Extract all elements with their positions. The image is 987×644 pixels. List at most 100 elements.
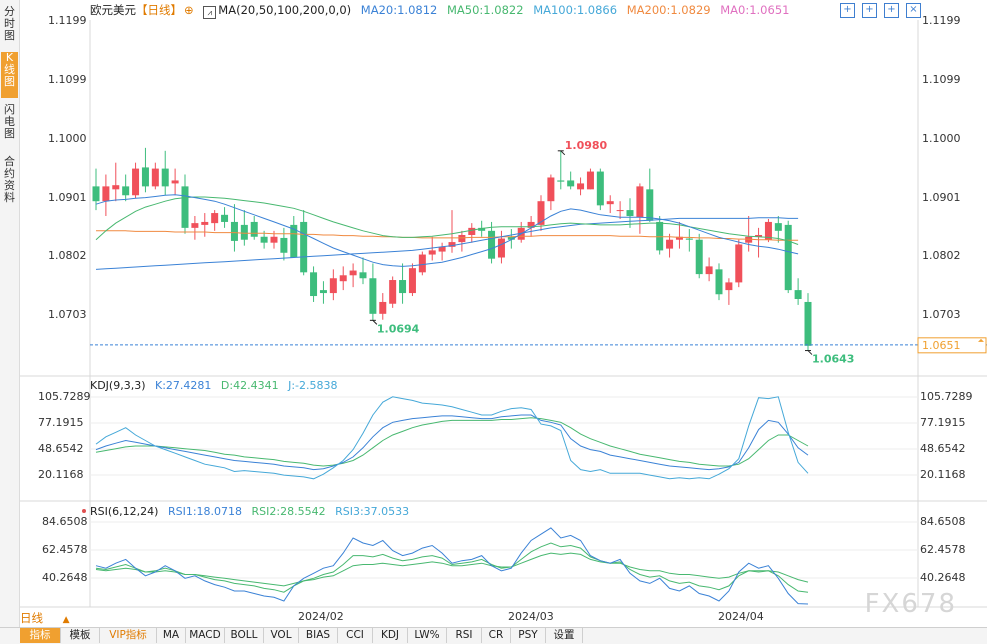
ma100-value: MA100:1.0866 bbox=[533, 3, 618, 17]
candle-body bbox=[92, 186, 100, 202]
candle-body bbox=[804, 301, 812, 346]
expand-icon[interactable]: + bbox=[862, 3, 877, 18]
kdj-label: KDJ(9,3,3) bbox=[90, 379, 146, 392]
tool-ma[interactable]: MA bbox=[157, 628, 186, 643]
candle-body bbox=[389, 280, 397, 304]
rsi-tick-left: 62.4578 bbox=[42, 543, 88, 556]
candle-body bbox=[260, 236, 268, 243]
candle-body bbox=[478, 227, 486, 231]
candle-body bbox=[349, 270, 357, 276]
annotation-marker bbox=[807, 350, 813, 355]
candle-body bbox=[250, 221, 258, 237]
tool-settings[interactable]: 设置 bbox=[546, 628, 583, 643]
chart-header: 欧元美元【日线】 ⊕ ⩘ MA(20,50,100,200,0,0) MA20:1.… bbox=[90, 3, 795, 19]
indicator-toolbar: 指标 模板 VIP指标 MA MACD BOLL VOL BIAS CCI KD… bbox=[0, 627, 987, 644]
watermark: FX678 bbox=[864, 589, 957, 619]
symbol-name: 欧元美元 bbox=[90, 3, 136, 17]
candle-body bbox=[636, 186, 644, 218]
candle-body bbox=[399, 280, 407, 294]
tool-rsi[interactable]: RSI bbox=[447, 628, 482, 643]
candle-body bbox=[705, 266, 713, 275]
rsi-label: RSI(6,12,24) bbox=[90, 505, 159, 518]
tool-boll[interactable]: BOLL bbox=[225, 628, 264, 643]
candle-body bbox=[161, 168, 169, 187]
tool-cci[interactable]: CCI bbox=[338, 628, 373, 643]
tool-indicators[interactable]: 指标 bbox=[20, 628, 61, 643]
date-label: 2024/04 bbox=[718, 610, 764, 623]
candle-body bbox=[300, 221, 308, 273]
rsi1-line bbox=[95, 527, 809, 605]
rsi-tick-left: 40.2648 bbox=[42, 571, 88, 584]
tab-contract-info[interactable]: 合约资料 bbox=[4, 155, 15, 204]
price-tick-left: 1.0901 bbox=[48, 190, 87, 204]
tool-kdj[interactable]: KDJ bbox=[373, 628, 408, 643]
tool-vol[interactable]: VOL bbox=[264, 628, 299, 643]
candle-body bbox=[141, 167, 149, 187]
tool-lw[interactable]: LW% bbox=[408, 628, 447, 643]
window-controls: + + + × bbox=[833, 2, 921, 18]
tool-psy[interactable]: PSY bbox=[511, 628, 546, 643]
price-annotation: 1.0980 bbox=[565, 139, 608, 152]
candle-body bbox=[211, 213, 219, 224]
restore-icon[interactable]: + bbox=[884, 3, 899, 18]
candle-body bbox=[488, 230, 496, 259]
date-axis: 2024/02 2024/03 2024/04 bbox=[90, 609, 920, 623]
candle-body bbox=[290, 224, 298, 258]
candle-body bbox=[359, 272, 367, 279]
candle-body bbox=[616, 210, 624, 212]
price-tick-right: 1.0703 bbox=[922, 308, 961, 321]
rsi-tick-right: 62.4578 bbox=[920, 543, 966, 556]
rsi-legend: RSI(6,12,24) RSI1:18.0718 RSI2:28.5542 R… bbox=[90, 505, 415, 518]
chevron-up-icon: ▲ bbox=[62, 615, 70, 625]
current-price-label: 1.0651 bbox=[922, 339, 961, 352]
ma200-value: MA200:1.0829 bbox=[626, 3, 711, 17]
price-tick-left: 1.1000 bbox=[48, 131, 87, 145]
move-icon[interactable]: + bbox=[840, 3, 855, 18]
price-tick-right: 1.1000 bbox=[922, 131, 961, 145]
price-tick-right: 1.0802 bbox=[922, 249, 961, 263]
close-icon[interactable]: × bbox=[906, 3, 921, 18]
candle-body bbox=[201, 221, 209, 225]
rsi-tick-left: 84.6508 bbox=[42, 515, 88, 528]
tool-bias[interactable]: BIAS bbox=[299, 628, 338, 643]
tool-vip-indicators[interactable]: VIP指标 bbox=[100, 628, 157, 643]
kdj-tick-right: 77.1915 bbox=[920, 416, 966, 429]
candle-body bbox=[646, 189, 654, 221]
candle-body bbox=[715, 269, 723, 295]
rsi3-value: RSI3:37.0533 bbox=[335, 505, 410, 518]
candle-body bbox=[270, 236, 278, 243]
candle-body bbox=[774, 223, 782, 231]
candle-body bbox=[102, 186, 110, 202]
tool-macd[interactable]: MACD bbox=[186, 628, 225, 643]
price-tick-right: 1.0901 bbox=[922, 190, 961, 204]
ma20-line bbox=[95, 194, 799, 267]
rsi-tick-right: 40.2648 bbox=[920, 571, 966, 584]
candle-body bbox=[408, 268, 416, 294]
candle-body bbox=[675, 236, 683, 240]
kdj-tick-left: 77.1915 bbox=[38, 416, 84, 429]
price-tick-left: 1.0703 bbox=[48, 308, 87, 321]
candle-body bbox=[438, 246, 446, 252]
candle-body bbox=[527, 221, 535, 228]
tool-templates[interactable]: 模板 bbox=[61, 628, 100, 643]
ma-settings-icon[interactable]: ⩘ bbox=[203, 6, 217, 19]
tool-cr[interactable]: CR bbox=[482, 628, 511, 643]
candle-body bbox=[280, 237, 288, 253]
tab-time-chart[interactable]: 分时图 bbox=[4, 5, 15, 42]
settings-icon[interactable]: ⊕ bbox=[184, 3, 194, 17]
candle-body bbox=[418, 254, 426, 273]
candle-body bbox=[784, 224, 792, 291]
candle-body bbox=[369, 278, 377, 314]
tab-flash-chart[interactable]: 闪电图 bbox=[4, 103, 15, 140]
rsi3-line bbox=[95, 552, 809, 587]
ma200-line bbox=[96, 230, 799, 241]
candle-body bbox=[507, 236, 515, 240]
period-select[interactable]: 日线 ▲ bbox=[20, 610, 88, 626]
candle-body bbox=[122, 186, 130, 196]
candle-body bbox=[577, 183, 585, 190]
candle-body bbox=[547, 177, 555, 202]
candle-body bbox=[586, 171, 594, 190]
candle-body bbox=[596, 171, 604, 206]
